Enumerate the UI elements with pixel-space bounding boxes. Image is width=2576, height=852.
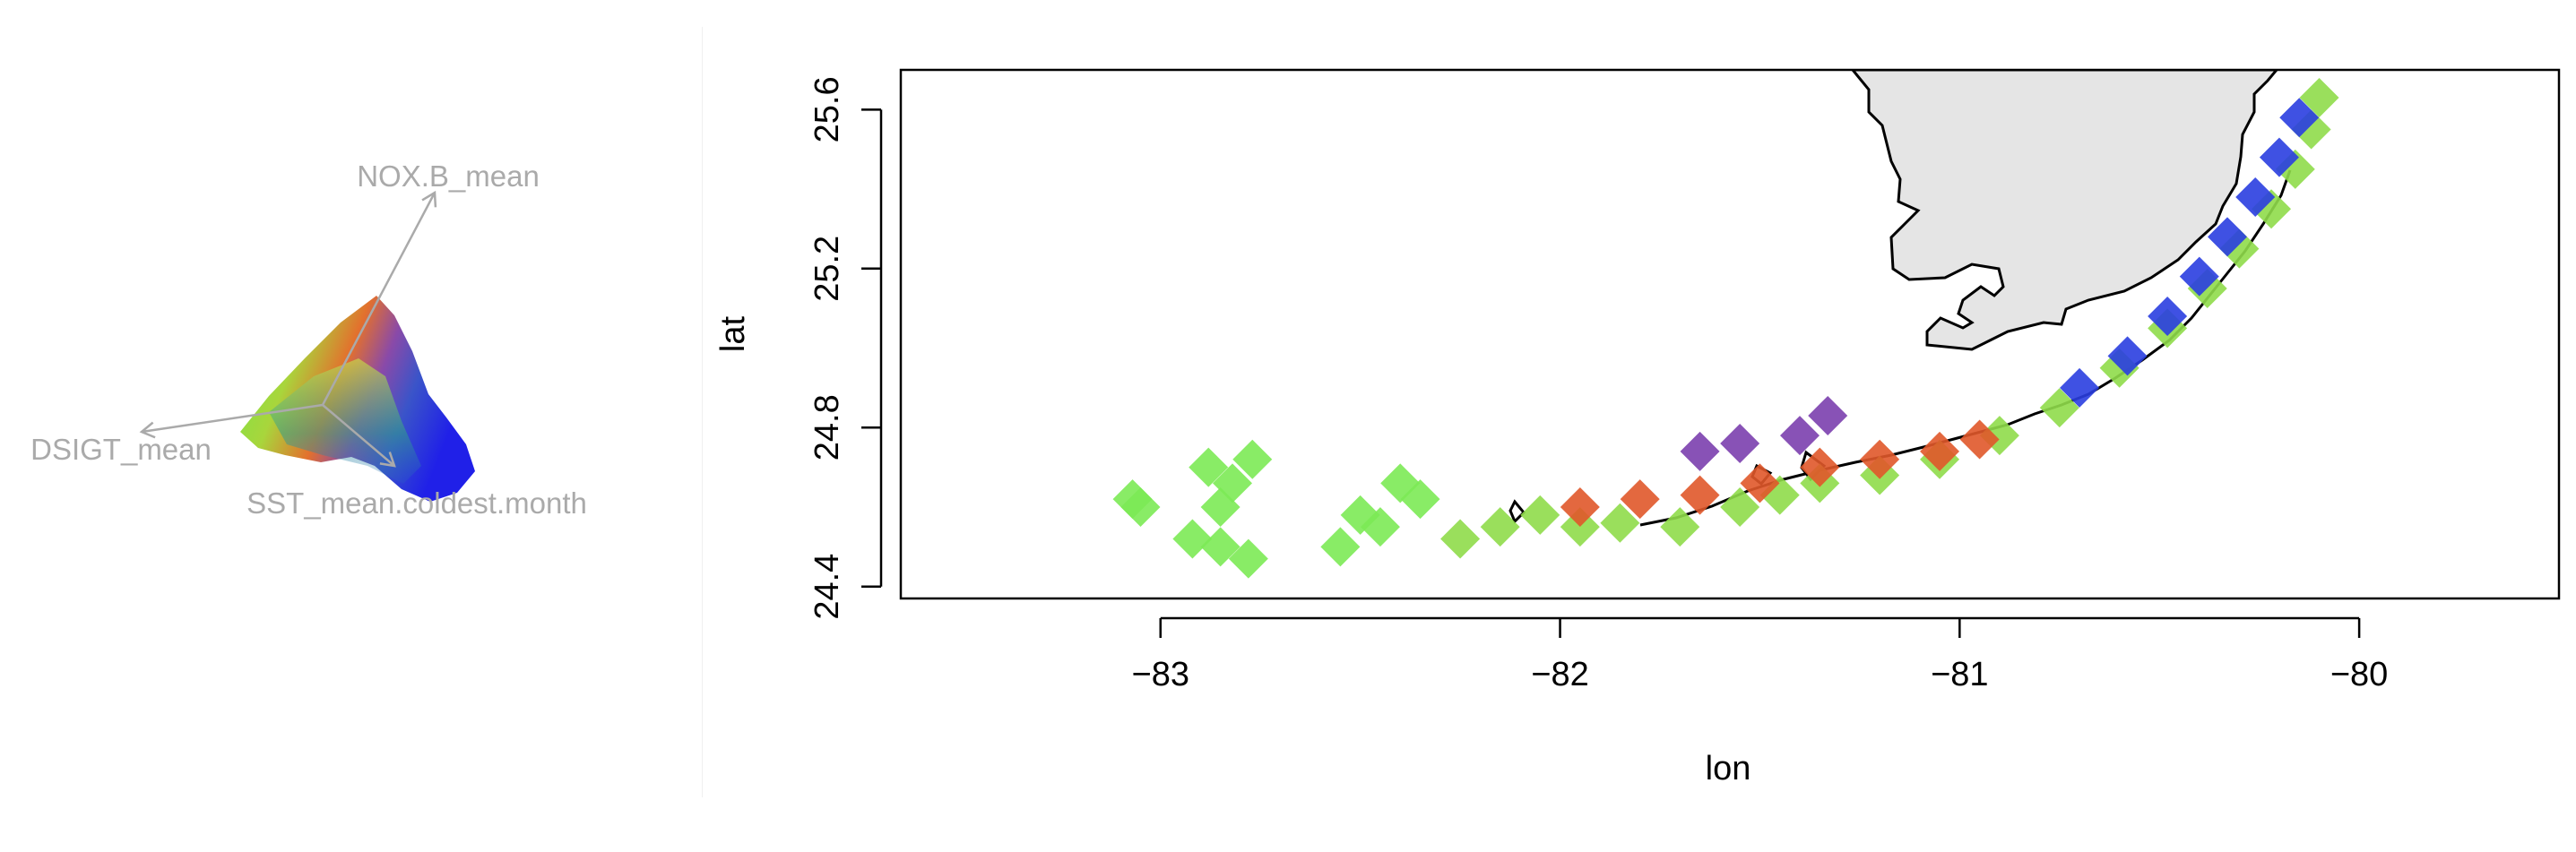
scatter-point — [2279, 98, 2320, 138]
scatter-point — [2179, 256, 2219, 297]
scatter-point — [2208, 217, 2247, 257]
scatter-point — [1189, 447, 1229, 487]
biplot-arrow-head — [139, 421, 156, 439]
scatter-point — [2299, 78, 2339, 118]
biplot-svg: NOX.B_mean DSIGT_mean SST_mean.coldest.mon… — [30, 159, 587, 520]
y-axis: 24.4 24.8 25.2 25.6 — [808, 76, 883, 620]
biplot-arrow — [321, 192, 437, 406]
scatter-point — [2060, 367, 2100, 408]
scatter-point — [1959, 419, 2000, 460]
y-tick-label: 25.2 — [808, 236, 846, 302]
scatter-point — [1860, 439, 1900, 479]
scatter-point — [2107, 336, 2148, 376]
scatter-point — [1228, 538, 1268, 579]
scatter-point — [1560, 486, 1600, 527]
scatter-layer — [1112, 78, 2339, 579]
scatter-point — [1320, 527, 1361, 567]
biplot-arrow — [141, 403, 324, 434]
scatter-point — [1520, 495, 1560, 535]
biplot-arrow-head — [379, 452, 396, 468]
plot-area — [1112, 70, 2339, 579]
plot-frame — [899, 68, 2561, 600]
scatter-point — [1720, 423, 1760, 463]
scatter-point — [1660, 507, 1700, 547]
biplot-arrow-head — [421, 190, 437, 208]
biplot-arrows: NOX.B_mean DSIGT_mean SST_mean.coldest.mon… — [30, 159, 587, 520]
scatter-point — [1172, 519, 1213, 559]
scatter-point — [1720, 486, 1760, 527]
scatter-point — [1200, 527, 1240, 567]
x-tick-label: −81 — [1931, 656, 1988, 693]
scatter-point — [1232, 439, 1273, 479]
scatter-point — [1680, 431, 1720, 471]
y-tick-label: 24.8 — [808, 394, 846, 460]
x-tick-label: −82 — [1531, 656, 1588, 693]
scatter-point — [1780, 416, 1820, 456]
biplot-panel: NOX.B_mean DSIGT_mean SST_mean.coldest.mon… — [0, 0, 699, 848]
panel-divider — [702, 27, 703, 797]
scatter-point — [1740, 463, 1780, 503]
scatter-point — [1200, 486, 1240, 527]
scatter-point — [1920, 431, 1960, 471]
scatter-point — [1120, 486, 1161, 527]
scatter-point — [2148, 297, 2188, 337]
y-axis-label: lat — [714, 315, 752, 352]
x-tick-label: −83 — [1132, 656, 1189, 693]
scatter-point — [1480, 507, 1520, 547]
scatter-point — [1600, 503, 1640, 543]
x-tick-label: −80 — [2330, 656, 2388, 693]
scatter-point — [1380, 463, 1421, 503]
scatter-point — [1620, 479, 1660, 520]
biplot-arrow-label: NOX.B_mean — [357, 159, 540, 193]
x-axis: −83 −82 −81 −80 — [1132, 616, 2388, 693]
scatter-point — [2039, 388, 2079, 428]
scatter-point — [1440, 519, 1481, 559]
biplot-arrow-label: SST_mean.coldest.month — [246, 486, 587, 520]
x-axis-label: lon — [1706, 750, 1751, 787]
biplot-point-cloud-overlay — [269, 358, 421, 484]
y-tick-label: 24.4 — [808, 554, 846, 620]
biplot-arrow-label: DSIGT_mean — [30, 433, 212, 466]
biplot-arrow — [322, 404, 395, 467]
scatter-point — [2235, 176, 2276, 217]
scatter-point — [1560, 507, 1600, 547]
scatter-point — [1340, 495, 1380, 535]
florida-mainland — [1851, 70, 2278, 351]
scatter-point — [2259, 137, 2299, 177]
y-tick-label: 25.6 — [808, 76, 846, 142]
scatter-point — [1800, 447, 1840, 487]
scatter-point — [1680, 475, 1720, 515]
scatter-point — [1808, 395, 1848, 435]
